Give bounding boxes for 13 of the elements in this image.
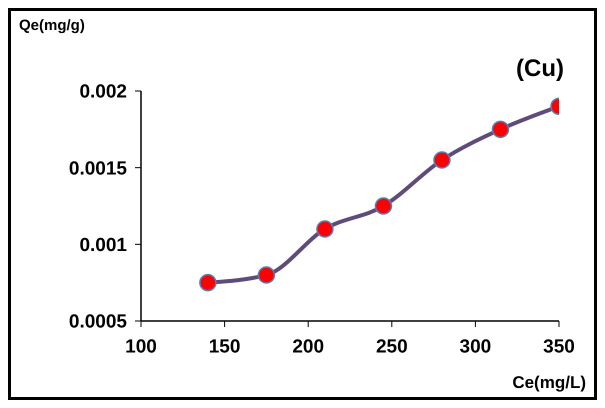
x-tick-label: 200 (292, 336, 324, 358)
x-axis-title: Ce(mg/L) (512, 373, 586, 393)
x-tick-label: 150 (208, 336, 240, 358)
y-axis-title: Qe(mg/g) (19, 17, 86, 34)
x-tick-label: 100 (125, 336, 157, 358)
text: (Cu) (516, 55, 564, 83)
y-tick-label: 0.002 (79, 82, 127, 103)
y-tick-label: 0.0005 (68, 312, 128, 333)
y-tick-label: 0.0015 (68, 158, 128, 180)
x-tick-label: 300 (460, 336, 492, 358)
x-tick-label: 250 (376, 336, 408, 358)
x-tick-label: 350 (543, 336, 575, 358)
y-tick-label: 0.001 (79, 235, 128, 256)
